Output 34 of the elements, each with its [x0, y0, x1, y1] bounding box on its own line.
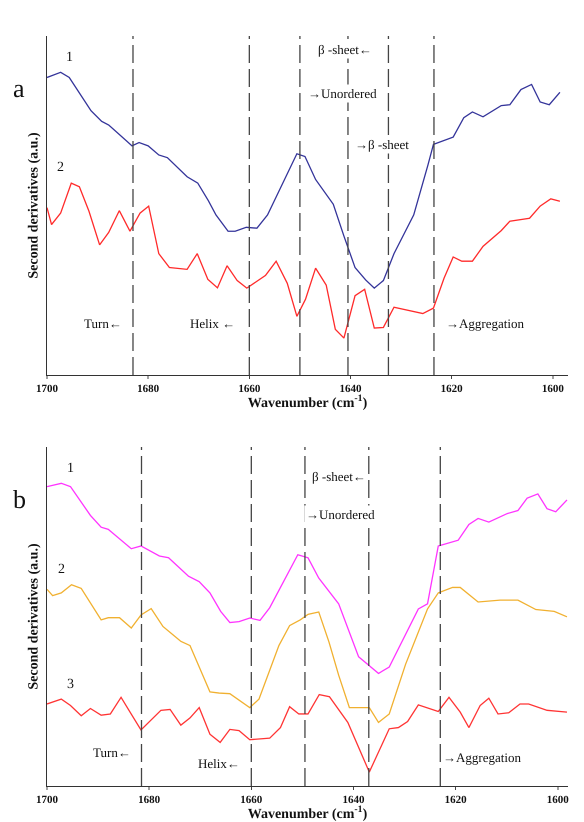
annotation: →Unordered [306, 507, 376, 522]
annotation: β -sheet← [312, 469, 366, 484]
y-axis-title: Second derivatives (a.u.) [26, 132, 42, 279]
annotation: →β -sheet [355, 137, 410, 152]
series-label: 2 [57, 160, 64, 175]
x-tick-label: 1700 [36, 383, 58, 396]
x-tick-label: 1660 [238, 383, 261, 396]
chart-title: b [13, 485, 26, 514]
x-tick-label: 1600 [546, 794, 570, 806]
chart-title: a [13, 74, 25, 103]
series-label: 2 [58, 562, 65, 577]
x-axis-title: Wavenumber (cm$^{-1}$) [248, 393, 368, 411]
x-tick-label: 1620 [440, 383, 464, 396]
annotation: Turn← [93, 745, 131, 760]
text: β -sheet← [318, 42, 372, 57]
x-tick-label: 1640 [340, 383, 362, 396]
annotation: →Aggregation [443, 750, 522, 765]
x-tick-label: 1680 [137, 383, 160, 396]
series-label: 3 [67, 677, 74, 692]
series-label: 1 [66, 50, 73, 65]
x-tick-label: 1620 [444, 794, 468, 806]
x-tick-label: 1660 [240, 794, 263, 806]
annotation: Helix← [198, 756, 240, 771]
y-axis-title: Second derivatives (a.u.) [26, 543, 42, 690]
x-tick-label: 1640 [342, 794, 365, 806]
series-label: 1 [67, 461, 74, 476]
annotation: Helix ← [190, 316, 236, 331]
annotation: →Aggregation [446, 316, 524, 331]
annotation: Turn← [84, 316, 122, 331]
x-tick-label: 1600 [542, 383, 564, 396]
x-axis-title: Wavenumber (cm$^{-1}$) [248, 804, 368, 822]
x-tick-label: 1680 [138, 794, 161, 806]
x-tick-label: 1700 [36, 794, 58, 806]
annotation: →Unordered [308, 86, 378, 101]
